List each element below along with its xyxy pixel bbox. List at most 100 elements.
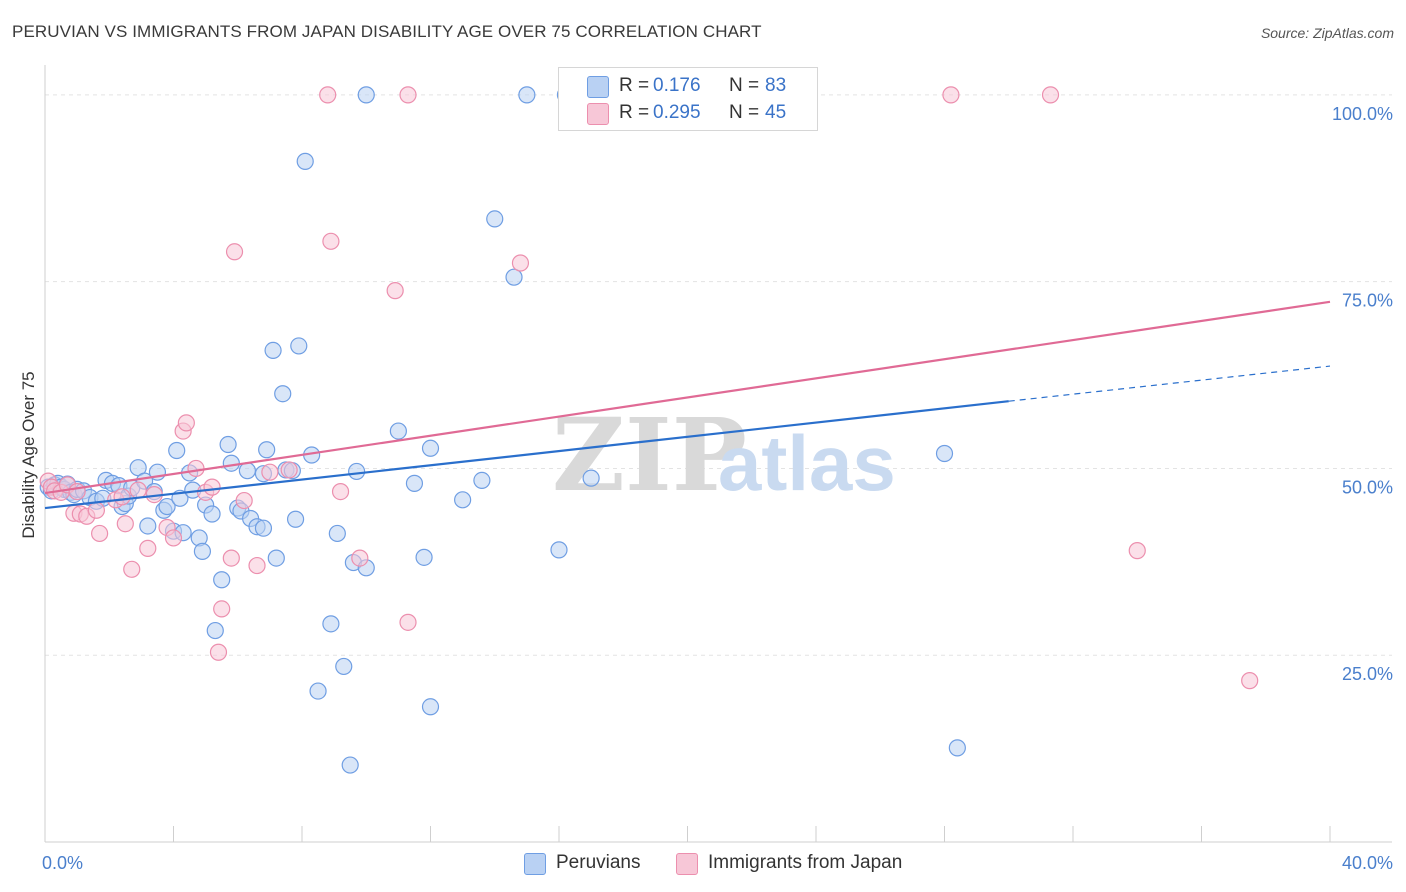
stats-legend: R = 0.176 N = 83 R = 0.295 N = 45: [558, 67, 818, 131]
data-point: [421, 439, 440, 457]
series-immigrants-from-japan: [39, 86, 1259, 690]
data-point: [87, 501, 106, 519]
data-point: [389, 422, 407, 440]
grid-lines: [45, 94, 1392, 656]
x-tick-labels: 0.0% 40.0%: [42, 853, 1393, 873]
chart-title: PERUVIAN VS IMMIGRANTS FROM JAPAN DISABI…: [12, 22, 762, 41]
data-point: [351, 549, 369, 567]
data-point: [91, 524, 109, 543]
data-point: [168, 441, 186, 460]
data-point: [948, 739, 966, 757]
data-point: [258, 441, 276, 459]
data-point: [399, 86, 417, 104]
y-tick-labels: 25.0% 50.0% 75.0% 100.0%: [1332, 104, 1393, 684]
y-tick-label: 25.0%: [1342, 664, 1393, 684]
data-point: [193, 542, 212, 560]
watermark-zip: ZIP: [552, 396, 747, 514]
data-point: [139, 539, 157, 557]
data-point: [238, 462, 256, 480]
data-point: [280, 461, 298, 479]
data-point: [222, 454, 240, 472]
data-point: [235, 491, 253, 510]
data-point: [1128, 542, 1146, 560]
data-point: [1041, 86, 1060, 104]
data-point: [322, 615, 340, 633]
watermark-atlas: atlas: [718, 419, 896, 507]
data-point: [399, 613, 417, 631]
data-point: [274, 385, 292, 403]
data-point: [518, 86, 536, 104]
data-point: [335, 657, 353, 676]
data-point: [225, 243, 244, 261]
legend-swatch-peruvians: [587, 76, 609, 98]
data-point: [206, 621, 224, 640]
data-point: [1241, 672, 1259, 690]
data-point: [942, 86, 960, 104]
x-tick-label: 0.0%: [42, 853, 83, 873]
data-point: [486, 210, 504, 228]
data-point: [203, 478, 221, 496]
data-point: [68, 483, 86, 501]
data-point: [213, 600, 231, 618]
data-point: [511, 254, 530, 272]
watermark: ZIP atlas: [552, 396, 896, 514]
y-axis-label: Disability Age Over 75: [19, 371, 38, 538]
trend-line-0: [44, 400, 1009, 510]
data-point: [405, 474, 424, 492]
data-point: [164, 529, 183, 547]
data-point: [261, 463, 279, 481]
data-point: [286, 510, 305, 528]
bottom-legend-label: Peruvians: [556, 852, 641, 873]
data-point: [319, 86, 337, 104]
data-point: [341, 756, 359, 774]
trend-lines: [44, 300, 1331, 510]
data-point: [454, 491, 472, 509]
data-point: [116, 515, 134, 533]
data-point: [935, 444, 954, 463]
data-point: [123, 560, 141, 578]
data-point: [473, 471, 491, 489]
data-point: [158, 497, 176, 516]
data-point: [187, 459, 205, 478]
data-point: [177, 414, 195, 432]
axes: [44, 65, 1392, 843]
data-point: [348, 462, 366, 481]
legend-n-label: N =: [729, 75, 760, 96]
data-point: [209, 643, 228, 661]
data-point: [550, 541, 568, 559]
data-point: [328, 524, 346, 543]
data-point: [505, 268, 523, 286]
legend-r-value: 0.295: [653, 102, 701, 123]
legend-r-label: R =: [619, 102, 650, 123]
data-point: [386, 282, 404, 300]
bottom-legend-swatch: [524, 853, 546, 875]
data-point: [203, 505, 221, 523]
data-point: [139, 517, 157, 535]
x-tick-label: 40.0%: [1342, 853, 1393, 873]
data-point: [357, 86, 375, 104]
legend-n-label: N =: [729, 102, 760, 123]
data-point: [222, 549, 240, 567]
legend-r-value: 0.176: [653, 75, 701, 96]
data-point: [264, 341, 282, 359]
data-point: [296, 152, 314, 170]
trend-line-1: [44, 300, 1331, 495]
data-point: [415, 548, 433, 566]
data-point: [219, 435, 237, 454]
data-point: [213, 571, 231, 589]
data-point: [290, 337, 308, 355]
y-tick-label: 75.0%: [1342, 291, 1393, 311]
data-point: [421, 698, 440, 716]
y-tick-label: 50.0%: [1342, 477, 1393, 497]
data-point: [254, 519, 273, 537]
bottom-legend-swatch: [676, 853, 698, 875]
bottom-legend-label: Immigrants from Japan: [708, 852, 903, 873]
data-point: [248, 556, 266, 575]
data-point: [331, 483, 350, 501]
y-tick-label: 100.0%: [1332, 104, 1393, 124]
legend-swatch-immigrants-from-japan: [587, 103, 609, 125]
legend-n-value: 83: [765, 75, 787, 96]
legend-n-value: 45: [765, 102, 787, 123]
source-credit: Source: ZipAtlas.com: [1260, 25, 1394, 41]
